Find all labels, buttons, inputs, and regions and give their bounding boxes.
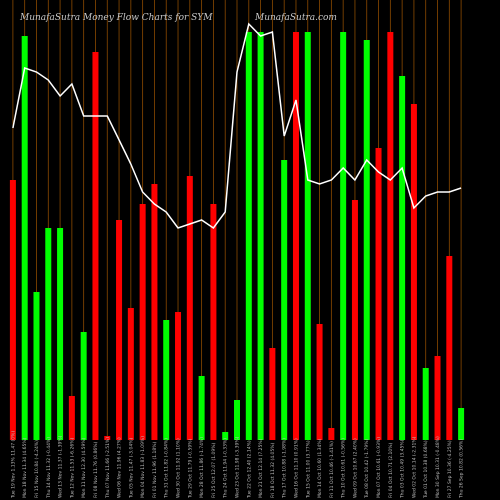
money-flow-bar bbox=[175, 312, 182, 440]
money-flow-bar bbox=[104, 436, 111, 440]
bars bbox=[9, 32, 465, 440]
x-tick-label: Thu 17 Oct 10.88 (-1.98%) bbox=[282, 438, 288, 499]
x-tick-labels: Tue 19 Nov 1.13% 11.47 (0%) Mon 18 Nov 11… bbox=[10, 431, 464, 499]
x-tick-label: Fri 01 Nov 11.96 (1.18%) bbox=[152, 441, 158, 498]
money-flow-bar bbox=[57, 228, 64, 440]
money-flow-bar bbox=[375, 148, 382, 440]
money-flow-bar bbox=[316, 324, 323, 440]
x-tick-label: Tue 12 Nov 11.53 (-6.26%) bbox=[69, 438, 75, 499]
money-flow-bar bbox=[210, 204, 217, 440]
x-tick-label: Mon 07 Oct 10.61 (-0.93%) bbox=[376, 437, 382, 498]
x-tick-label: Mon 04 Nov 11.83 (-1.09%) bbox=[140, 436, 146, 498]
x-tick-label: Wed 16 Oct 11.10 (0.91%) bbox=[293, 438, 299, 498]
money-flow-bar bbox=[434, 356, 441, 440]
money-flow-bar bbox=[222, 432, 229, 440]
money-flow-bar bbox=[458, 408, 465, 440]
money-flow-line bbox=[12, 22, 462, 230]
money-flow-bar bbox=[292, 32, 299, 440]
money-flow-bar bbox=[340, 32, 347, 440]
money-flow-bar bbox=[257, 32, 264, 440]
money-flow-bar bbox=[163, 320, 170, 440]
money-flow-bar bbox=[116, 220, 123, 440]
x-tick-label: Tue 05 Nov 11.47 (-3.04%) bbox=[128, 438, 134, 499]
x-tick-label: Mon 11 Nov 12.30 (4.59%) bbox=[81, 437, 87, 498]
money-flow-bar bbox=[269, 348, 276, 440]
money-flow-bar bbox=[328, 428, 335, 440]
money-flow-bar bbox=[9, 180, 16, 440]
x-tick-label: Fri 27 Sep 10.36 (-4.25%) bbox=[447, 440, 453, 498]
x-tick-label: Thu 07 Nov 11.66 (-2.51%) bbox=[105, 437, 111, 499]
x-tick-label: Wed 30 Oct 11.92 (1.10%) bbox=[176, 438, 182, 498]
money-flow-bar bbox=[21, 36, 28, 440]
x-tick-label: Mon 30 Sep 10.31 (-0.48%) bbox=[435, 436, 441, 498]
money-flow-bar bbox=[351, 200, 358, 440]
x-tick-label: Mon 28 Oct 11.86 (-1.74%) bbox=[199, 437, 205, 498]
x-tick-label: Tue 22 Oct 12.40 (2.14%) bbox=[246, 440, 252, 499]
money-flow-bar bbox=[198, 376, 205, 440]
x-tick-label: Thu 26 Sep 10.82 (0.56%) bbox=[459, 439, 465, 499]
money-flow-bar bbox=[92, 52, 99, 440]
money-flow-bar bbox=[281, 160, 288, 440]
x-tick-label: Thu 31 Oct 11.82 (-0.84%) bbox=[164, 438, 170, 499]
x-tick-label: Wed 02 Oct 10.14 (-2.31%) bbox=[411, 436, 417, 498]
x-tick-label: Wed 09 Oct 10.67 (2.40%) bbox=[352, 438, 358, 498]
x-tick-label: Wed 23 Oct 11.98 (-3.39%) bbox=[235, 436, 241, 498]
money-flow-bar bbox=[139, 204, 146, 440]
x-tick-label: Thu 10 Oct 10.61 (-0.56%) bbox=[341, 438, 347, 499]
x-tick-label: Mon 18 Nov 11.34 (4.65%) bbox=[22, 437, 28, 498]
x-tick-label: Tue 19 Nov 1.13% 11.47 (0%) bbox=[10, 431, 16, 499]
x-tick-label: Tue 01 Oct 10.38 (0.68%) bbox=[423, 440, 429, 499]
x-tick-label: Wed 06 Nov 11.96 (4.27%) bbox=[117, 437, 123, 498]
money-flow-bar bbox=[422, 368, 429, 440]
money-flow-bar bbox=[446, 256, 453, 440]
money-flow-bar bbox=[186, 176, 193, 440]
money-flow-bar bbox=[80, 332, 87, 440]
x-tick-label: Thu 03 Oct 10.49 (3.45%) bbox=[400, 439, 406, 499]
x-tick-label: Mon 14 Oct 10.60 (1.34%) bbox=[317, 438, 323, 498]
x-tick-label: Tue 15 Oct 11.00 (3.77%) bbox=[305, 440, 311, 499]
money-flow-bar bbox=[245, 32, 252, 440]
money-flow-bar bbox=[234, 400, 240, 440]
money-flow-bar bbox=[45, 228, 52, 440]
x-tick-label: Fri 04 Oct 10.71 (2.10%) bbox=[388, 442, 394, 498]
x-tick-label: Thu 24 Oct 11.94 (-0.33%) bbox=[223, 438, 229, 499]
money-flow-bar bbox=[363, 40, 370, 440]
chart-title: MunafaSutra Money Flow Charts for SYM bbox=[19, 13, 213, 23]
x-tick-label: Tue 08 Oct 10.42 (-1.79%) bbox=[364, 439, 370, 499]
x-tick-label: Fri 25 Oct 12.07 (1.09%) bbox=[211, 442, 217, 498]
x-tick-label: Tue 29 Oct 11.79 (-0.59%) bbox=[187, 439, 193, 499]
money-flow-bar bbox=[33, 292, 40, 440]
money-flow-bar bbox=[68, 396, 75, 440]
x-tick-label: Thu 14 Nov 11.32 (-0.44%) bbox=[46, 437, 52, 499]
money-flow-bar bbox=[410, 104, 417, 440]
x-tick-label: Mon 21 Oct 12.14 (7.25%) bbox=[258, 438, 264, 498]
money-flow-bar bbox=[399, 76, 406, 440]
money-flow-bar bbox=[127, 308, 134, 440]
x-tick-label: Fri 08 Nov 11.76 (0.86%) bbox=[93, 441, 99, 498]
money-flow-bar bbox=[387, 32, 394, 440]
x-tick-label: Fri 15 Nov 10.84 (-4.24%) bbox=[34, 440, 40, 498]
watermark-text: MunafaSutra.com bbox=[254, 13, 337, 23]
x-tick-label: Fri 11 Oct 10.46 (-1.41%) bbox=[329, 441, 335, 498]
x-tick-label: Fri 18 Oct 11.32 (4.05%) bbox=[270, 442, 276, 498]
money-flow-bar bbox=[151, 184, 158, 440]
money-flow-bar bbox=[304, 32, 311, 440]
x-tick-label: Wed 13 Nov 11.37 (-1.39%) bbox=[58, 435, 64, 498]
